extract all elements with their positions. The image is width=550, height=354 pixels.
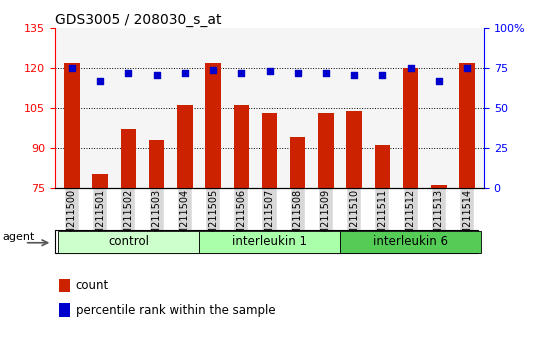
Text: GDS3005 / 208030_s_at: GDS3005 / 208030_s_at bbox=[55, 13, 222, 27]
Bar bbox=[234, 105, 249, 188]
Bar bbox=[340, 230, 481, 253]
Bar bbox=[318, 113, 334, 188]
Point bbox=[237, 70, 246, 76]
Bar bbox=[375, 145, 390, 188]
Point bbox=[208, 67, 217, 73]
Bar bbox=[64, 63, 80, 188]
Bar bbox=[92, 175, 108, 188]
Point bbox=[406, 65, 415, 71]
Bar bbox=[262, 113, 277, 188]
Point bbox=[265, 69, 274, 74]
Point bbox=[463, 65, 471, 71]
Bar bbox=[59, 279, 70, 292]
Bar bbox=[199, 230, 340, 253]
Bar bbox=[403, 68, 419, 188]
Point bbox=[96, 78, 104, 84]
Bar bbox=[120, 129, 136, 188]
Text: percentile rank within the sample: percentile rank within the sample bbox=[75, 304, 275, 317]
Point bbox=[152, 72, 161, 78]
Text: count: count bbox=[75, 279, 109, 292]
Point bbox=[124, 70, 133, 76]
Point bbox=[350, 72, 359, 78]
Text: control: control bbox=[108, 235, 149, 248]
Bar bbox=[205, 63, 221, 188]
Point bbox=[68, 65, 76, 71]
Bar bbox=[459, 63, 475, 188]
Text: agent: agent bbox=[3, 232, 35, 242]
Bar bbox=[346, 111, 362, 188]
Bar bbox=[58, 230, 199, 253]
Text: interleukin 6: interleukin 6 bbox=[373, 235, 448, 248]
Bar bbox=[149, 140, 164, 188]
Bar bbox=[59, 303, 70, 317]
Bar bbox=[431, 185, 447, 188]
Text: interleukin 1: interleukin 1 bbox=[232, 235, 307, 248]
Point bbox=[322, 70, 331, 76]
Point bbox=[434, 78, 443, 84]
Point bbox=[378, 72, 387, 78]
Bar bbox=[177, 105, 192, 188]
Point bbox=[180, 70, 189, 76]
Bar bbox=[290, 137, 305, 188]
Point bbox=[293, 70, 302, 76]
